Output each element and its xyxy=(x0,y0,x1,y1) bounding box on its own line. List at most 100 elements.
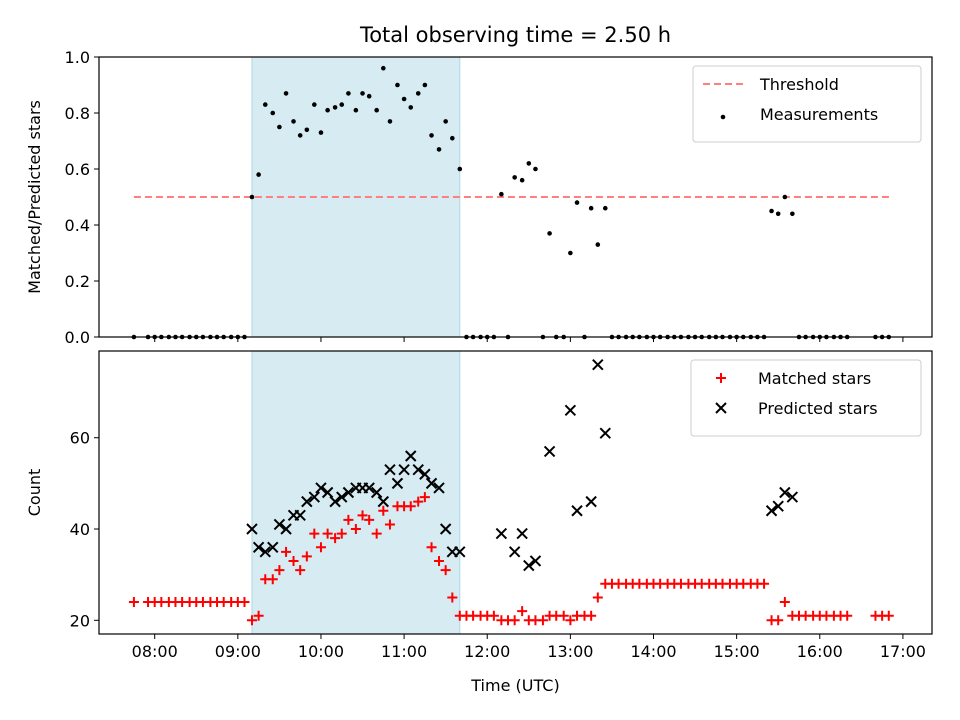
data-point xyxy=(304,127,310,133)
data-point xyxy=(786,491,799,503)
data-point xyxy=(301,495,313,508)
x-tick-label: 10:00 xyxy=(298,642,344,661)
x-tick-label: 16:00 xyxy=(797,642,843,661)
data-point xyxy=(517,606,528,617)
data-point xyxy=(301,551,312,562)
data-point xyxy=(321,486,334,499)
data-point xyxy=(419,492,430,503)
data-point xyxy=(294,509,306,522)
data-point xyxy=(357,510,368,521)
data-point xyxy=(495,527,508,540)
data-point xyxy=(519,177,525,183)
data-point xyxy=(543,445,556,458)
data-point xyxy=(288,555,299,566)
data-point xyxy=(318,130,324,135)
data-point xyxy=(401,96,407,102)
data-point xyxy=(790,211,795,217)
data-point xyxy=(315,482,327,494)
data-point xyxy=(488,610,499,621)
data-point xyxy=(547,231,552,236)
legend-label: Threshold xyxy=(759,75,839,94)
top-panel: 0.0 0.2 0.4 0.6 0.8 1.0 Total observing time =… xyxy=(25,23,933,347)
plot-frame xyxy=(98,56,933,338)
data-point xyxy=(599,427,611,439)
data-point xyxy=(267,574,278,585)
legend-box xyxy=(690,359,922,437)
legend-label: Measurements xyxy=(760,105,878,124)
data-point xyxy=(408,105,414,110)
data-point xyxy=(322,528,333,539)
series-predicted-stars xyxy=(246,358,799,572)
data-point xyxy=(350,524,361,535)
data-point xyxy=(384,463,396,476)
data-point xyxy=(312,102,317,107)
data-point xyxy=(419,468,431,480)
data-point xyxy=(412,463,424,476)
data-point xyxy=(371,528,382,539)
data-point xyxy=(457,166,463,172)
data-point xyxy=(339,102,345,107)
data-point xyxy=(259,546,271,558)
legend-swatch xyxy=(720,114,726,120)
x-tick-label: 11:00 xyxy=(381,642,427,661)
legend-swatch xyxy=(716,373,726,383)
observing-window-span xyxy=(251,350,461,635)
y-axis-label: Matched/Predicted stars xyxy=(25,100,44,294)
data-point xyxy=(440,565,451,576)
data-point xyxy=(249,194,255,200)
data-point xyxy=(568,250,573,256)
data-point xyxy=(773,615,784,626)
data-point xyxy=(574,200,580,205)
data-point xyxy=(454,546,466,558)
y-tick-label: 0.2 xyxy=(65,272,90,291)
bottom-panel: 08:00 09:00 10:00 11:00 12:00 13:00 14:00 15:00… xyxy=(25,350,933,695)
data-point xyxy=(433,482,445,494)
data-point xyxy=(439,523,452,535)
data-point xyxy=(779,597,790,608)
data-point xyxy=(529,555,542,567)
data-point xyxy=(330,533,341,544)
legend-label: Matched stars xyxy=(758,369,871,388)
data-point xyxy=(343,514,354,525)
data-point xyxy=(422,82,428,88)
data-point xyxy=(283,91,289,96)
y-tick-label: 1.0 xyxy=(65,48,90,67)
data-point xyxy=(332,105,338,110)
data-point xyxy=(558,610,569,621)
data-point xyxy=(769,208,774,214)
data-point xyxy=(295,565,306,576)
data-point xyxy=(413,496,424,507)
data-point xyxy=(588,205,594,211)
data-point xyxy=(281,546,292,557)
data-point xyxy=(274,565,285,576)
data-point xyxy=(429,133,434,138)
x-tick-label: 14:00 xyxy=(630,642,676,661)
x-axis-label: Time (UTC) xyxy=(470,676,559,695)
data-point xyxy=(779,486,791,499)
y-tick-label: 0.4 xyxy=(65,216,90,235)
data-point xyxy=(363,482,375,494)
data-point xyxy=(765,505,778,517)
data-point xyxy=(434,555,445,566)
data-point xyxy=(267,541,279,553)
data-point xyxy=(564,404,577,417)
y-tick-label: 40 xyxy=(70,520,90,539)
y-axis-label: Count xyxy=(25,469,44,517)
data-point xyxy=(592,592,603,603)
data-point xyxy=(336,491,348,503)
data-point xyxy=(342,486,355,499)
data-point xyxy=(842,610,853,621)
legend-label: Predicted stars xyxy=(758,399,878,418)
plot-frame xyxy=(98,350,933,635)
data-point xyxy=(384,519,395,530)
data-point xyxy=(759,578,770,589)
data-point xyxy=(415,91,421,96)
y-tick-label: 0.8 xyxy=(65,104,90,123)
data-point xyxy=(405,450,417,462)
data-point xyxy=(366,93,372,99)
data-point xyxy=(308,491,321,503)
data-point xyxy=(523,559,535,572)
data-point xyxy=(533,166,538,172)
data-point xyxy=(516,527,528,540)
y-tick-label: 20 xyxy=(70,611,90,630)
